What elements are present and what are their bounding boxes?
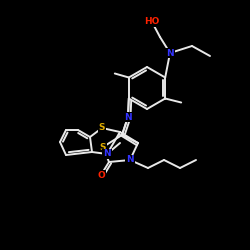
Text: S: S: [100, 142, 106, 152]
Text: N: N: [124, 112, 132, 122]
Text: S: S: [99, 124, 105, 132]
Text: N: N: [166, 48, 174, 58]
Text: N: N: [126, 156, 134, 164]
Text: O: O: [97, 170, 105, 179]
Text: HO: HO: [144, 18, 160, 26]
Text: N: N: [103, 150, 111, 158]
